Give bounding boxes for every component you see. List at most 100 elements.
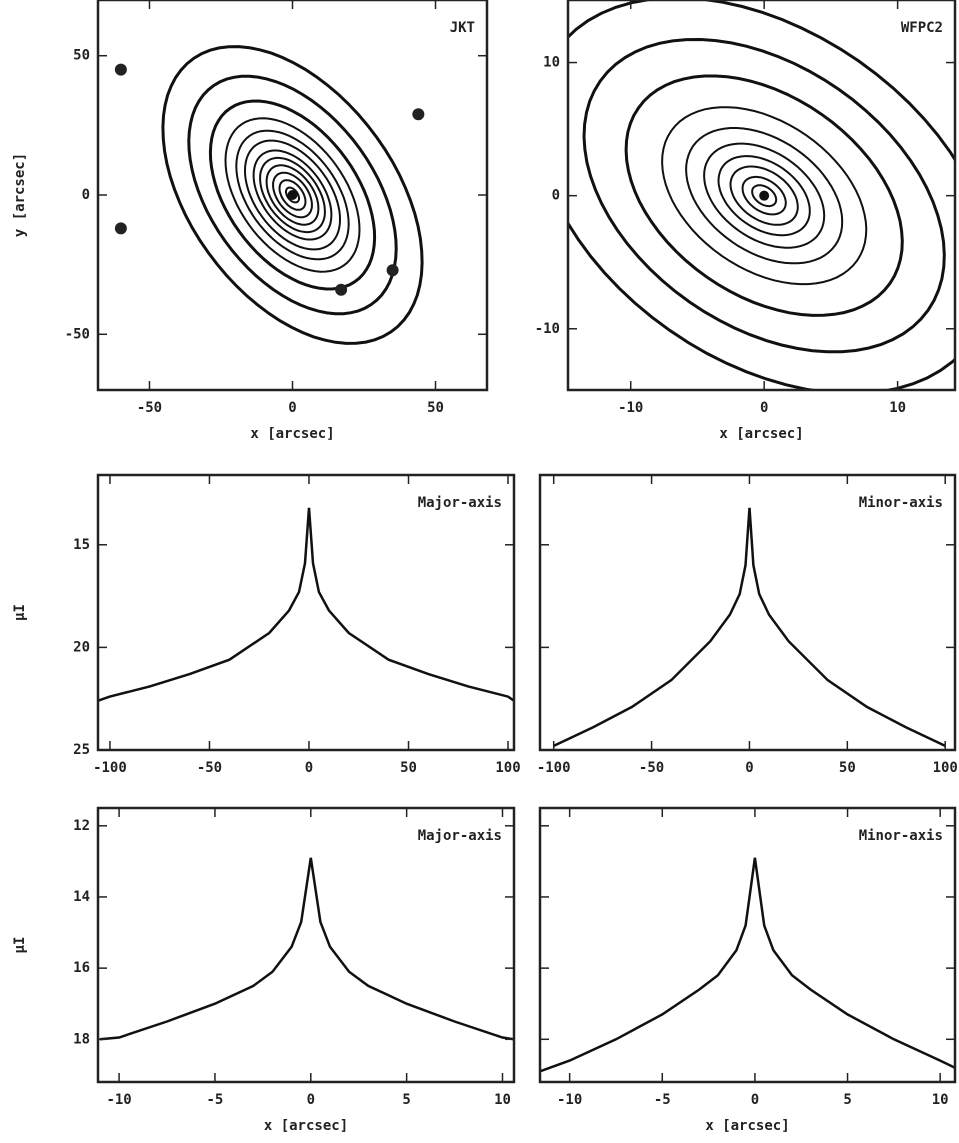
frame bbox=[538, 473, 957, 752]
star bbox=[335, 283, 348, 296]
y-tick-label: 15 bbox=[73, 537, 90, 553]
star bbox=[386, 264, 399, 277]
plot-area bbox=[98, 507, 514, 702]
panel: -100 -50 0 50 100 Minor-axis bbox=[537, 473, 958, 776]
x-tick-label: 5 bbox=[843, 1092, 851, 1108]
isophote bbox=[187, 74, 398, 316]
x-tick-label: 50 bbox=[400, 760, 417, 776]
x-tick-label: -50 bbox=[137, 400, 162, 416]
x-tick-label: 0 bbox=[745, 760, 753, 776]
plot-area bbox=[540, 857, 955, 1073]
frame bbox=[96, 473, 516, 752]
y-axis-label: μI bbox=[12, 604, 28, 621]
panel-title: Major-axis bbox=[418, 828, 502, 844]
isophote bbox=[243, 139, 342, 251]
x-tick-label: 0 bbox=[307, 1092, 315, 1108]
y-tick-label: 14 bbox=[73, 889, 90, 905]
isophote bbox=[582, 37, 946, 354]
y-tick-label: 0 bbox=[552, 188, 560, 204]
panel-title: Major-axis bbox=[418, 495, 502, 511]
isophote bbox=[624, 74, 904, 317]
frame bbox=[538, 806, 957, 1084]
y-tick-label: -50 bbox=[65, 326, 90, 342]
isophote bbox=[272, 171, 313, 219]
x-axis-label: x [arcsec] bbox=[250, 426, 334, 442]
x-tick-label: -10 bbox=[106, 1092, 131, 1108]
isophote bbox=[751, 184, 778, 208]
y-tick-label: -10 bbox=[535, 321, 560, 337]
panel-title: Minor-axis bbox=[859, 495, 943, 511]
x-tick-label: 10 bbox=[494, 1092, 511, 1108]
plot-area bbox=[553, 507, 946, 748]
panel-title: JKT bbox=[450, 20, 475, 36]
x-axis-label: x [arcsec] bbox=[719, 426, 803, 442]
y-tick-label: 16 bbox=[73, 960, 90, 976]
x-tick-label: -100 bbox=[93, 760, 127, 776]
profile-line bbox=[98, 507, 514, 702]
x-tick-label: 50 bbox=[427, 400, 444, 416]
y-tick-label: 50 bbox=[73, 48, 90, 64]
isophote bbox=[252, 149, 333, 241]
isophote bbox=[265, 164, 320, 226]
isophote bbox=[741, 175, 787, 216]
x-tick-label: 10 bbox=[932, 1092, 949, 1108]
panel-title: WFPC2 bbox=[901, 20, 943, 36]
x-tick-label: 50 bbox=[839, 760, 856, 776]
profile-line bbox=[540, 857, 955, 1073]
x-tick-label: -50 bbox=[639, 760, 664, 776]
profile-line bbox=[553, 507, 946, 748]
frame bbox=[96, 0, 489, 392]
x-tick-label: -100 bbox=[537, 760, 571, 776]
isophote bbox=[685, 127, 844, 265]
isophote bbox=[285, 186, 300, 204]
x-tick-label: -10 bbox=[618, 400, 643, 416]
panel: -50 0 50 -50 0 50 JKT x [arcsec] y [arcsec] bbox=[12, 0, 489, 442]
y-tick-label: 25 bbox=[73, 742, 90, 758]
isophote bbox=[661, 106, 868, 286]
star bbox=[114, 222, 127, 235]
y-tick-label: 0 bbox=[82, 187, 90, 203]
x-tick-label: 100 bbox=[495, 760, 520, 776]
nucleus bbox=[759, 190, 770, 201]
frame bbox=[96, 806, 516, 1084]
x-tick-label: 0 bbox=[288, 400, 296, 416]
frame bbox=[566, 0, 957, 392]
isophote bbox=[278, 179, 307, 211]
panel: -100 -50 0 50 100 15 20 25 Major-axis μI bbox=[12, 473, 521, 776]
plot-area bbox=[568, 0, 955, 390]
isophote bbox=[224, 117, 361, 273]
y-axis-label: μI bbox=[12, 937, 28, 954]
x-tick-label: 10 bbox=[889, 400, 906, 416]
nucleus bbox=[287, 190, 298, 200]
x-tick-label: 0 bbox=[751, 1092, 759, 1108]
x-tick-label: 0 bbox=[760, 400, 768, 416]
panel-title: Minor-axis bbox=[859, 828, 943, 844]
panel: -10 -5 0 5 10 12 14 16 18 Major-axis x [arcsec] μI bbox=[12, 806, 516, 1134]
profile-line bbox=[99, 857, 514, 1041]
y-axis-label: y [arcsec] bbox=[12, 153, 28, 237]
panel: -10 -5 0 5 10 Minor-axis x [arcsec] bbox=[538, 806, 957, 1134]
y-tick-label: 18 bbox=[73, 1031, 90, 1047]
x-tick-label: -5 bbox=[207, 1092, 224, 1108]
y-tick-label: 20 bbox=[73, 639, 90, 655]
isophote bbox=[161, 45, 424, 345]
y-tick-label: 10 bbox=[543, 55, 560, 71]
y-tick-label: 12 bbox=[73, 818, 90, 834]
plot-area bbox=[99, 857, 514, 1041]
star bbox=[412, 108, 425, 121]
x-tick-label: -50 bbox=[197, 760, 222, 776]
x-axis-label: x [arcsec] bbox=[705, 1118, 789, 1134]
star bbox=[114, 63, 127, 76]
x-tick-label: -5 bbox=[654, 1092, 671, 1108]
isophote bbox=[568, 0, 955, 390]
isophote bbox=[717, 155, 811, 237]
isophote bbox=[259, 156, 326, 234]
x-tick-label: 5 bbox=[402, 1092, 410, 1108]
isophote bbox=[235, 129, 350, 261]
plot-area bbox=[114, 45, 425, 345]
x-tick-label: 100 bbox=[933, 760, 958, 776]
x-tick-label: -10 bbox=[557, 1092, 582, 1108]
isophote bbox=[729, 165, 799, 226]
x-tick-label: 0 bbox=[305, 760, 313, 776]
